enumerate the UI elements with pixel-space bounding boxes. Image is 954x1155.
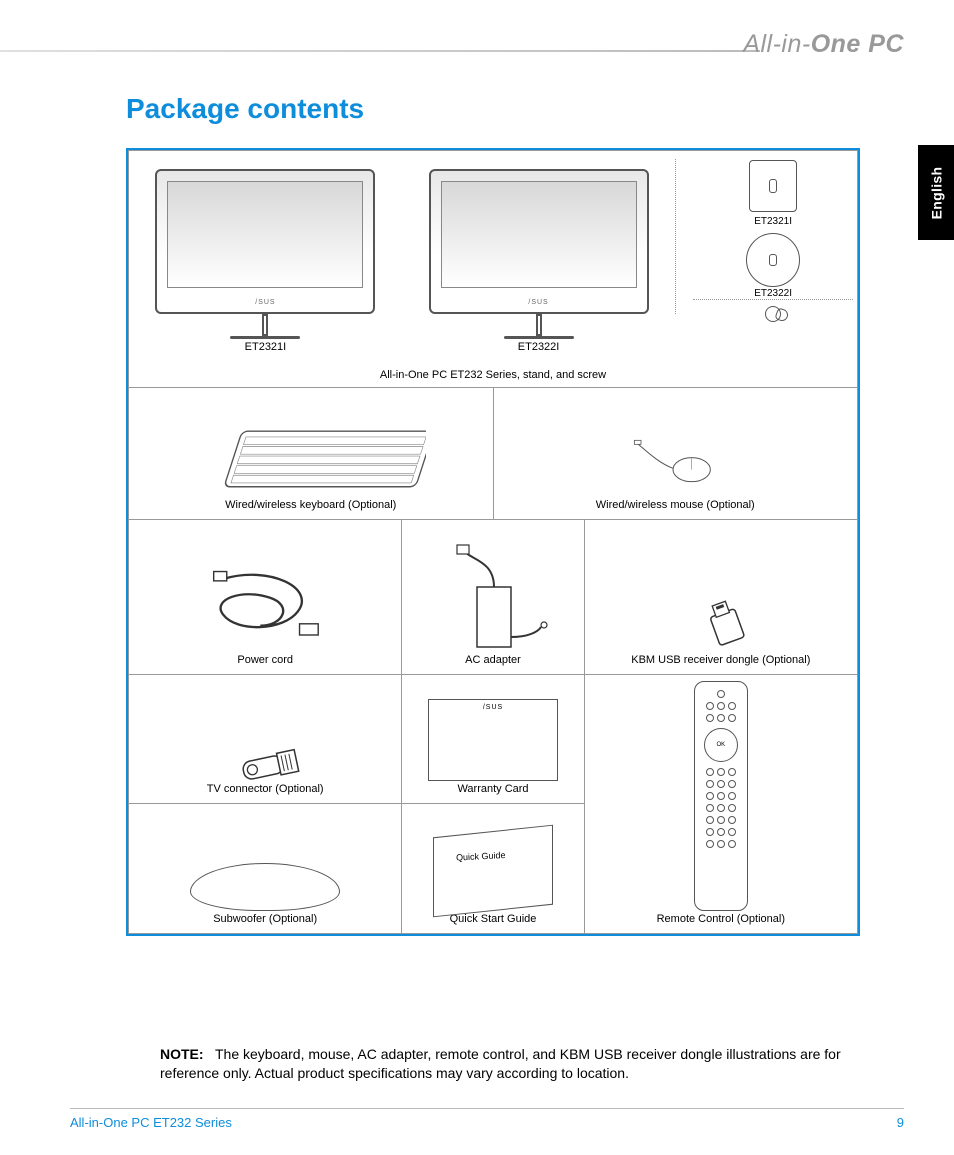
- caption-text: Wired/wireless keyboard (Optional): [133, 499, 489, 511]
- quick-guide-cell: Quick Guide Quick Start Guide: [402, 804, 584, 934]
- footer: All-in-One PC ET232 Series 9: [70, 1108, 904, 1130]
- brand-all: All: [743, 30, 772, 58]
- monitor-cell-2: /SUS ET2322I: [402, 151, 675, 361]
- monitor-brand: /SUS: [255, 299, 275, 306]
- caption-text: Remote Control (Optional): [589, 913, 853, 925]
- subwoofer-icon: [190, 863, 340, 911]
- remote-ok-label: OK: [704, 728, 738, 762]
- stand-cell: ET2321I ET2322I: [675, 151, 857, 361]
- screw-icon: [765, 306, 781, 322]
- mouse-icon: [625, 429, 725, 497]
- brand-in: -in-: [773, 30, 811, 58]
- caption-text: Subwoofer (Optional): [133, 913, 397, 925]
- caption-text: TV connector (Optional): [133, 783, 397, 795]
- caption-text: Wired/wireless mouse (Optional): [498, 499, 854, 511]
- note-block: NOTE: The keyboard, mouse, AC adapter, r…: [160, 1045, 860, 1083]
- dongle-cell: KBM USB receiver dongle (Optional): [584, 519, 857, 674]
- quick-guide-icon: Quick Guide: [433, 824, 553, 917]
- ac-adapter-icon: [443, 542, 543, 652]
- stand-icon: [749, 160, 797, 212]
- tv-connector-icon: [225, 741, 305, 781]
- model-label: ET2321I: [754, 216, 792, 227]
- remote-control-icon: OK: [694, 681, 748, 911]
- model-label: ET2322I: [754, 288, 792, 299]
- model-label: ET2321I: [133, 341, 398, 353]
- note-text: The keyboard, mouse, AC adapter, remote …: [160, 1046, 841, 1081]
- tv-connector-cell: TV connector (Optional): [129, 674, 402, 804]
- quick-guide-text: Quick Guide: [456, 849, 506, 862]
- page-title: Package contents: [126, 93, 364, 125]
- model-label: ET2322I: [406, 341, 671, 353]
- keyboard-icon: [196, 419, 426, 497]
- footer-product: All-in-One PC ET232 Series: [70, 1115, 232, 1130]
- header-rule: [0, 50, 760, 52]
- caption-text: Power cord: [133, 654, 397, 666]
- language-label: English: [928, 166, 944, 219]
- subwoofer-cell: Subwoofer (Optional): [129, 804, 402, 934]
- remote-cell: OK Remote Control (Optional): [584, 674, 857, 933]
- note-label: NOTE:: [160, 1046, 204, 1062]
- page-number: 9: [897, 1115, 904, 1130]
- brand-one: One: [811, 30, 861, 58]
- row1-caption: All-in-One PC ET232 Series, stand, and s…: [129, 361, 858, 388]
- stand-disc-icon: [746, 233, 800, 287]
- monitor-brand: /SUS: [528, 299, 548, 306]
- caption-text: KBM USB receiver dongle (Optional): [589, 654, 853, 666]
- monitor-cell-1: /SUS ET2321I: [129, 151, 402, 361]
- power-cord-icon: [195, 562, 335, 652]
- dongle-icon: [693, 594, 749, 652]
- power-cord-cell: Power cord: [129, 519, 402, 674]
- warranty-card-cell: /SUS Warranty Card: [402, 674, 584, 804]
- mouse-cell: Wired/wireless mouse (Optional): [493, 387, 858, 519]
- ac-adapter-cell: AC adapter: [402, 519, 584, 674]
- caption-text: All-in-One PC ET232 Series, stand, and s…: [135, 369, 851, 381]
- language-tab: English: [918, 145, 954, 240]
- brand-header: All-in-One PC: [743, 30, 904, 59]
- caption-text: Warranty Card: [406, 783, 579, 795]
- keyboard-cell: Wired/wireless keyboard (Optional): [129, 387, 494, 519]
- monitor-icon: /SUS: [155, 169, 375, 314]
- caption-text: AC adapter: [406, 654, 579, 666]
- monitor-icon: /SUS: [429, 169, 649, 314]
- brand-pc: PC: [868, 30, 904, 58]
- card-brand: /SUS: [483, 704, 503, 711]
- warranty-card-icon: /SUS: [428, 699, 558, 781]
- contents-table: /SUS ET2321I /SUS ET2322I ET2321I: [126, 148, 860, 936]
